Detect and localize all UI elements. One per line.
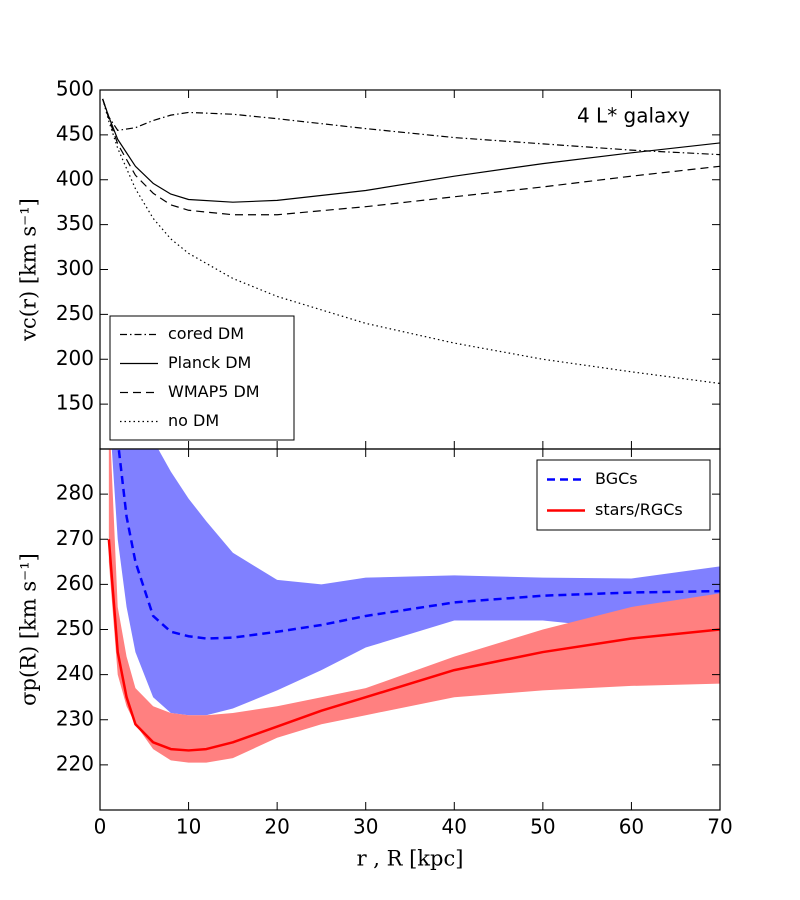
x-tick-label: 50 — [530, 815, 555, 839]
x-tick-label: 60 — [619, 815, 644, 839]
legend-box — [109, 315, 295, 441]
y-tick-label: 270 — [56, 526, 94, 550]
line — [102, 98, 720, 203]
x-axis-label: r , R [kpc] — [357, 847, 464, 871]
plot-area — [102, 98, 720, 385]
y-tick-label: 350 — [56, 211, 94, 235]
x-tick-label: 30 — [353, 815, 378, 839]
y-tick-label: 150 — [56, 391, 94, 415]
y-tick-label: 200 — [56, 346, 94, 370]
y-tick-label: 450 — [56, 121, 94, 145]
legend-label: stars/RGCs — [595, 500, 683, 519]
y-tick-label: 280 — [56, 481, 94, 505]
plot-area — [107, 449, 720, 763]
legend-label: Planck DM — [168, 353, 251, 372]
y-tick-label: 300 — [56, 256, 94, 280]
y-tick-label: 220 — [56, 751, 94, 775]
y-tick-label: 250 — [56, 301, 94, 325]
annotation: 4 L* galaxy — [577, 104, 690, 128]
y-tick-label: 230 — [56, 706, 94, 730]
legend-label: cored DM — [168, 324, 244, 343]
x-tick-label: 10 — [176, 815, 201, 839]
line — [102, 98, 720, 216]
y-tick-label: 250 — [56, 616, 94, 640]
legend-label: WMAP5 DM — [168, 382, 260, 401]
legend-label: BGCs — [595, 469, 638, 488]
y-tick-label: 240 — [56, 661, 94, 685]
y-tick-label: 260 — [56, 571, 94, 595]
line — [107, 539, 720, 752]
line — [102, 98, 720, 385]
x-tick-label: 70 — [707, 815, 732, 839]
y-tick-label: 400 — [56, 166, 94, 190]
x-tick-label: 0 — [94, 815, 107, 839]
x-tick-label: 20 — [264, 815, 289, 839]
y-axis-label: vc(r) [km s⁻¹] — [17, 198, 41, 342]
y-axis-label: σp(R) [km s⁻¹] — [17, 553, 41, 706]
legend-box — [536, 459, 711, 531]
legend-label: no DM — [168, 411, 219, 430]
y-tick-label: 500 — [56, 77, 94, 101]
line — [102, 98, 720, 156]
x-tick-label: 40 — [442, 815, 467, 839]
line — [117, 449, 720, 640]
error-band — [108, 449, 720, 763]
error-band — [111, 449, 720, 716]
